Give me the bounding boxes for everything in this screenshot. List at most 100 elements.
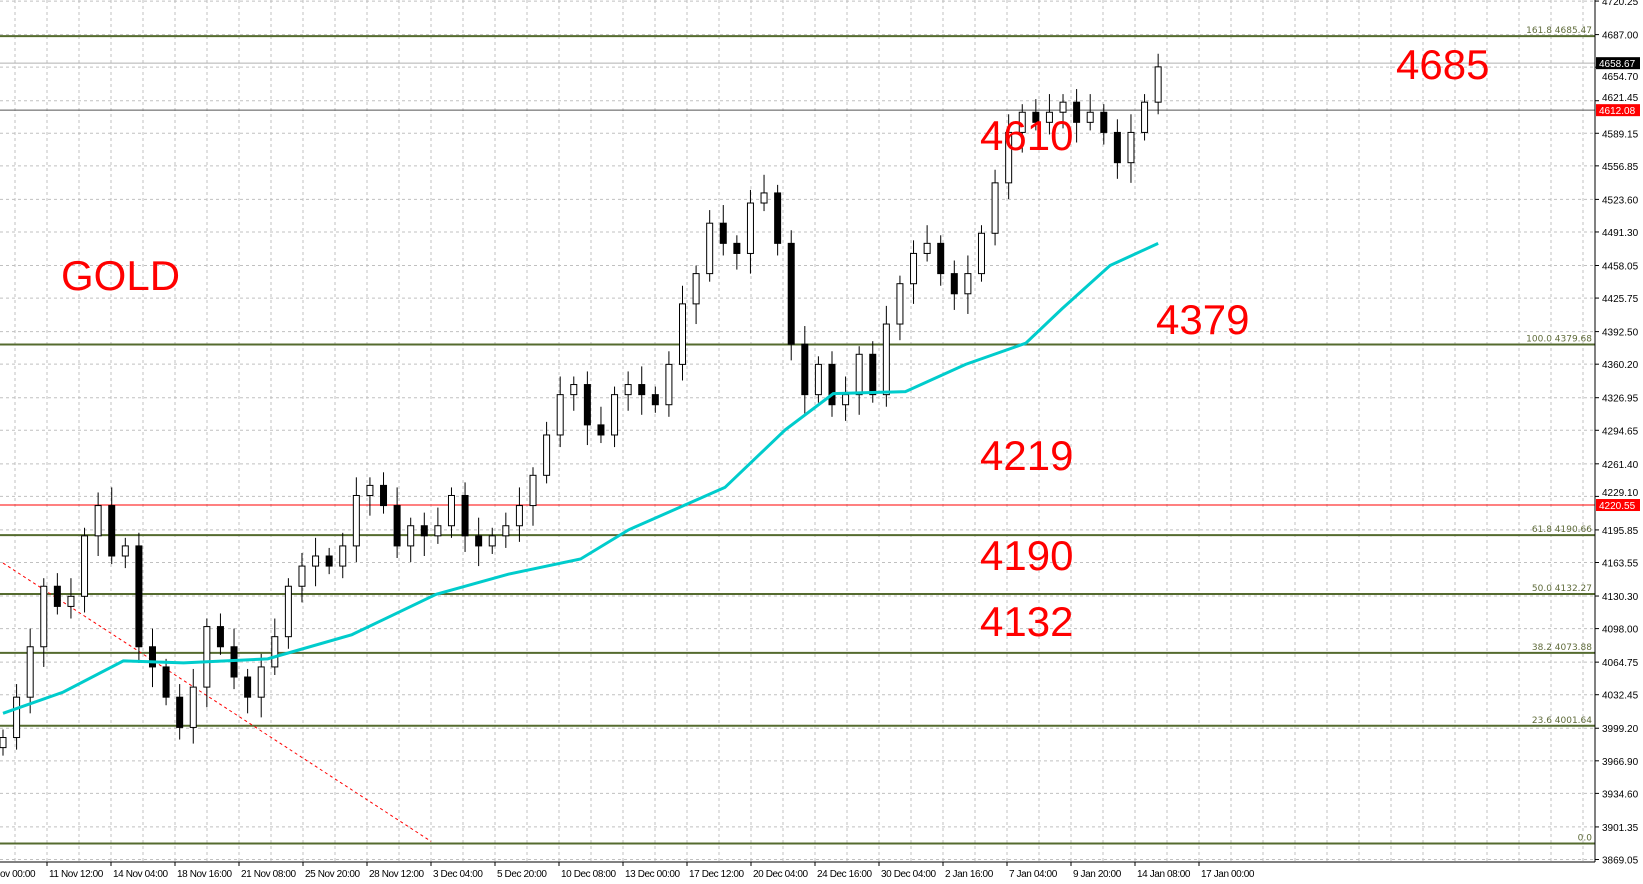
fib-label: 100.0 4379.68 bbox=[1526, 335, 1592, 345]
candle-body bbox=[312, 555, 320, 567]
candle-body bbox=[162, 666, 170, 698]
candle-body bbox=[774, 192, 782, 244]
x-tick-label: 3 Dec 04:00 bbox=[433, 869, 483, 880]
x-tick-label: 5 Dec 20:00 bbox=[497, 869, 547, 880]
y-tick-label: 4130.30 bbox=[1602, 592, 1639, 603]
candle-body bbox=[434, 525, 442, 537]
annotation-4132: 4132 bbox=[980, 598, 1074, 645]
candle-body bbox=[842, 394, 850, 406]
y-tick-label: 4425.75 bbox=[1602, 294, 1639, 305]
price-tag-label: 4612.08 bbox=[1599, 106, 1636, 117]
y-tick-label: 4523.60 bbox=[1602, 195, 1639, 206]
annotation-4685: 4685 bbox=[1396, 41, 1490, 88]
y-tick-label: 4195.85 bbox=[1602, 526, 1639, 537]
candle-body bbox=[203, 626, 211, 688]
candle-body bbox=[53, 585, 61, 607]
candle-body bbox=[638, 384, 646, 396]
candle-body bbox=[543, 434, 551, 476]
candle-body bbox=[665, 363, 673, 406]
candle-body bbox=[108, 505, 116, 557]
candle-body bbox=[325, 555, 333, 567]
candle-body bbox=[189, 686, 197, 728]
candle-body bbox=[692, 273, 700, 305]
fibonacci-levels: 161.8 4685.47 100.0 4379.68 61.8 4190.66 50… bbox=[0, 26, 1595, 845]
y-tick-label: 4654.70 bbox=[1602, 72, 1639, 83]
y-tick-label: 4098.00 bbox=[1602, 625, 1639, 636]
price-lines bbox=[0, 62, 1595, 506]
annotation-4190: 4190 bbox=[980, 532, 1074, 579]
candle-body bbox=[148, 646, 156, 668]
x-tick-label: 21 Nov 08:00 bbox=[241, 869, 297, 880]
candle-body bbox=[1113, 131, 1121, 164]
y-tick-label: 4621.45 bbox=[1602, 93, 1639, 104]
candle-body bbox=[828, 363, 836, 406]
candle-body bbox=[706, 222, 714, 275]
candle-body bbox=[298, 565, 306, 587]
price-tag bbox=[1596, 57, 1640, 70]
candle-body bbox=[611, 394, 619, 436]
y-tick-label: 4458.05 bbox=[1602, 261, 1639, 272]
price-tag-label: 4658.67 bbox=[1599, 59, 1636, 70]
y-tick-label: 4491.30 bbox=[1602, 228, 1639, 239]
price-tag-label: 4220.55 bbox=[1599, 501, 1636, 512]
candle-body bbox=[380, 484, 388, 507]
candle-body bbox=[719, 222, 727, 244]
candles bbox=[0, 53, 1162, 756]
moving-average bbox=[2, 241, 1159, 715]
candle-body bbox=[475, 535, 483, 547]
candle-body bbox=[284, 585, 292, 638]
y-tick-label: 4392.50 bbox=[1602, 328, 1639, 339]
candle-body bbox=[420, 525, 428, 537]
candle-body bbox=[801, 343, 809, 396]
candle-body bbox=[882, 323, 890, 396]
symbol-label: GOLD bbox=[61, 252, 181, 299]
candle-body bbox=[121, 545, 129, 557]
y-tick-label: 3934.60 bbox=[1602, 789, 1639, 800]
candle-body bbox=[339, 545, 347, 567]
x-tick-label: 10 Dec 08:00 bbox=[561, 869, 617, 880]
candle-body bbox=[1018, 111, 1026, 133]
candle-body bbox=[977, 232, 985, 275]
candle-body bbox=[1073, 101, 1081, 123]
candle-body bbox=[94, 505, 102, 537]
y-tick-label: 4229.10 bbox=[1602, 488, 1639, 499]
candle-body bbox=[1032, 111, 1040, 123]
y-tick-label: 4294.65 bbox=[1602, 426, 1639, 437]
candle-body bbox=[26, 646, 34, 698]
fib-label: 0.0 bbox=[1578, 834, 1593, 844]
x-tick-label: 17 Dec 12:00 bbox=[689, 869, 745, 880]
candle-body bbox=[393, 505, 401, 547]
candle-body bbox=[937, 242, 945, 275]
annotation-4219: 4219 bbox=[980, 432, 1074, 479]
annotation-4610: 4610 bbox=[980, 112, 1074, 159]
annotation-4379: 4379 bbox=[1156, 296, 1250, 343]
fib-label: 161.8 4685.47 bbox=[1526, 26, 1592, 36]
candle-body bbox=[244, 676, 252, 698]
candle-body bbox=[447, 494, 455, 527]
candle-body bbox=[624, 384, 632, 396]
y-tick-label: 4556.85 bbox=[1602, 162, 1639, 173]
trendline-segment bbox=[2, 562, 432, 842]
y-tick-label: 4589.15 bbox=[1602, 129, 1639, 140]
candle-body bbox=[814, 363, 822, 396]
x-tick-label: 18 Nov 16:00 bbox=[177, 869, 233, 880]
x-tick-label: 13 Dec 00:00 bbox=[625, 869, 681, 880]
candle-body bbox=[40, 585, 48, 648]
x-tick-label: 30 Dec 04:00 bbox=[881, 869, 937, 880]
x-tick-label: ov 00:00 bbox=[0, 869, 36, 880]
candle-body bbox=[910, 252, 918, 285]
candle-body bbox=[13, 696, 21, 739]
candle-body bbox=[0, 737, 7, 749]
candle-body bbox=[407, 525, 415, 547]
x-tick-label: 14 Nov 04:00 bbox=[113, 869, 169, 880]
x-tick-label: 9 Jan 20:00 bbox=[1073, 869, 1122, 880]
candle-body bbox=[502, 525, 510, 537]
candle-body bbox=[923, 242, 931, 254]
y-tick-label: 4687.00 bbox=[1602, 31, 1639, 42]
fib-label: 61.8 4190.66 bbox=[1532, 525, 1592, 535]
candle-body bbox=[1141, 101, 1149, 133]
x-tick-label: 14 Jan 08:00 bbox=[1137, 869, 1191, 880]
candle-body bbox=[352, 494, 360, 547]
y-tick-label: 4326.95 bbox=[1602, 394, 1639, 405]
